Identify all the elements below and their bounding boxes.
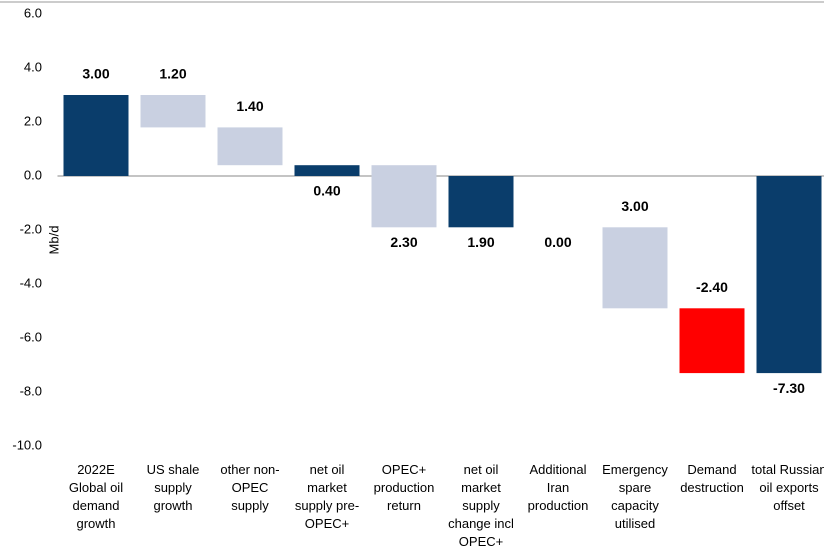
value-label: 3.00 [82, 66, 109, 82]
x-tick-label: total Russian oil exports offset [751, 462, 824, 513]
value-label: 0.00 [544, 234, 571, 250]
x-tick-label: OPEC+ production return [373, 462, 435, 513]
value-label: 1.90 [467, 234, 494, 250]
x-tick-label: Demand destruction [680, 462, 744, 495]
bar [140, 95, 206, 128]
x-tick-label: Emergency spare capacity utilised [602, 462, 668, 531]
bar [371, 165, 437, 228]
value-label: -2.40 [696, 279, 728, 295]
y-tick-label: -2.0 [20, 221, 42, 236]
bar [294, 165, 360, 176]
bar [217, 127, 283, 166]
x-tick-label: other non-OPEC supply [220, 462, 280, 513]
bar [602, 227, 668, 309]
value-label: 2.30 [390, 234, 417, 250]
bar [756, 176, 822, 374]
value-label: 1.20 [159, 66, 186, 82]
y-tick-label: 6.0 [24, 5, 42, 20]
bar [63, 95, 129, 176]
y-tick-label: -4.0 [20, 275, 42, 290]
y-tick-label: 2.0 [24, 113, 42, 128]
y-tick-label: 4.0 [24, 59, 42, 74]
x-tick-label: net oil market supply change incl OPEC+ [448, 462, 514, 549]
bar [679, 308, 745, 374]
y-tick-label: -10.0 [12, 437, 42, 452]
y-tick-label: -6.0 [20, 329, 42, 344]
y-tick-label: 0.0 [24, 167, 42, 182]
y-axis-label: Mb/d [46, 226, 61, 255]
bar [448, 176, 514, 228]
x-tick-label: net oil market supply pre-OPEC+ [294, 462, 360, 531]
value-label: 3.00 [621, 198, 648, 214]
value-label: 1.40 [236, 98, 263, 114]
y-tick-label: -8.0 [20, 383, 42, 398]
x-tick-label: US shale supply growth [146, 462, 200, 513]
x-tick-label: 2022E Global oil demand growth [68, 462, 124, 531]
value-label: 0.40 [313, 183, 340, 199]
x-tick-label: Additional Iran production [527, 462, 589, 513]
value-label: -7.30 [773, 380, 805, 396]
